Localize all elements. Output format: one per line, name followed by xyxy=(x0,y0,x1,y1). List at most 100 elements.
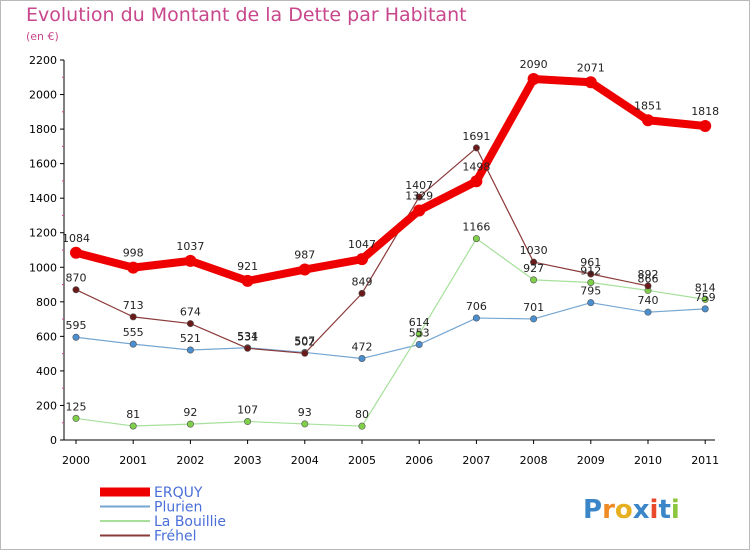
data-point-fr-hel xyxy=(72,286,80,294)
data-point-plurien xyxy=(72,333,80,341)
data-point-la-bouillie xyxy=(186,420,194,428)
data-point-plurien xyxy=(587,299,595,307)
data-label-la-bouillie: 92 xyxy=(183,406,197,419)
data-point-plurien xyxy=(358,354,366,362)
chart-title: Evolution du Montant de la Dette par Hab… xyxy=(26,4,467,26)
data-label-erquy: 1084 xyxy=(62,232,90,245)
legend-label-fr-hel: Fréhel xyxy=(154,529,196,545)
x-tick-label: 2011 xyxy=(691,454,719,467)
data-label-fr-hel: 1407 xyxy=(405,179,433,192)
data-point-la-bouillie xyxy=(72,414,80,422)
data-point-plurien xyxy=(644,308,652,316)
data-point-fr-hel xyxy=(129,313,137,321)
data-label-plurien: 534 xyxy=(237,330,258,343)
data-label-plurien: 507 xyxy=(294,334,315,347)
y-tick-label: 2200 xyxy=(29,54,57,67)
y-tick-label: 1800 xyxy=(29,123,57,136)
data-label-plurien: 759 xyxy=(695,291,716,304)
logo-letter: r xyxy=(602,495,615,525)
data-label-plurien: 553 xyxy=(409,326,430,339)
data-point-erquy xyxy=(356,253,368,266)
data-label-fr-hel: 531 xyxy=(237,330,258,343)
logo-letter: i xyxy=(671,495,680,525)
data-label-fr-hel: 892 xyxy=(638,268,659,281)
x-tick-label: 2000 xyxy=(62,454,90,467)
data-point-plurien xyxy=(415,340,423,348)
legend-label-plurien: Plurien xyxy=(154,500,202,516)
logo-letter: P xyxy=(583,495,602,525)
data-label-la-bouillie: 107 xyxy=(237,404,258,417)
series-line-erquy xyxy=(72,75,710,285)
data-label-plurien: 521 xyxy=(180,332,201,345)
data-point-la-bouillie xyxy=(587,278,595,286)
data-label-plurien: 555 xyxy=(123,326,144,339)
x-tick-label: 2003 xyxy=(234,454,262,467)
logo-text: Proxiti xyxy=(583,495,680,525)
data-label-erquy: 1329 xyxy=(405,189,433,202)
data-label-plurien: 472 xyxy=(352,340,373,353)
data-label-fr-hel: 1030 xyxy=(520,244,548,257)
data-point-plurien xyxy=(129,340,137,348)
data-label-la-bouillie: 1166 xyxy=(462,221,490,234)
data-label-erquy: 998 xyxy=(123,247,144,260)
data-label-erquy: 1047 xyxy=(348,238,376,251)
data-point-plurien xyxy=(701,305,709,313)
data-point-plurien xyxy=(530,315,538,323)
data-point-erquy xyxy=(584,76,597,89)
x-tick-label: 2005 xyxy=(348,454,376,467)
chart-subtitle: (en €) xyxy=(26,30,59,43)
data-label-plurien: 740 xyxy=(638,294,659,307)
x-tick-label: 2009 xyxy=(577,454,605,467)
y-tick-label: 1400 xyxy=(29,192,57,205)
data-point-erquy xyxy=(413,204,426,217)
data-label-fr-hel: 1691 xyxy=(462,130,490,143)
y-tick-label: 1000 xyxy=(29,261,57,274)
x-tick-label: 2006 xyxy=(405,454,433,467)
logo-letter: i xyxy=(650,495,659,525)
data-label-erquy: 921 xyxy=(237,260,258,273)
data-point-erquy xyxy=(699,119,712,132)
data-label-erquy: 1498 xyxy=(462,160,490,173)
data-point-la-bouillie xyxy=(301,420,309,428)
x-tick-label: 2004 xyxy=(291,454,319,467)
data-label-erquy: 1851 xyxy=(634,99,662,112)
y-tick-label: 1200 xyxy=(29,227,57,240)
series-line-la-bouillie xyxy=(75,238,706,427)
data-point-fr-hel xyxy=(644,282,652,290)
data-point-erquy xyxy=(642,114,654,127)
data-label-la-bouillie: 927 xyxy=(523,262,544,275)
legend-label-erquy: ERQUY xyxy=(154,485,203,501)
y-tick-label: 600 xyxy=(36,330,57,343)
data-point-fr-hel xyxy=(415,193,423,201)
data-point-la-bouillie xyxy=(129,422,137,430)
data-point-la-bouillie xyxy=(701,295,709,303)
x-tick-label: 2001 xyxy=(119,454,147,467)
data-label-erquy: 2071 xyxy=(577,61,605,74)
data-point-fr-hel xyxy=(186,320,194,328)
data-label-fr-hel: 674 xyxy=(180,306,201,319)
data-point-fr-hel xyxy=(472,144,480,152)
data-point-erquy xyxy=(127,261,140,274)
data-label-erquy: 1818 xyxy=(691,105,719,118)
data-point-la-bouillie xyxy=(244,418,252,426)
x-tick-label: 2007 xyxy=(462,454,490,467)
data-label-la-bouillie: 93 xyxy=(298,406,312,419)
data-labels-layer: 595 555 521 534 507 472 553 706 701 795 740 759 125 8… xyxy=(62,58,719,421)
axes: 0 200 400 600 800 1000 1200 1400 1600 1800 2000 220… xyxy=(29,54,719,467)
data-label-fr-hel: 502 xyxy=(294,335,315,348)
data-label-fr-hel: 849 xyxy=(352,275,373,288)
data-label-erquy: 987 xyxy=(294,249,315,262)
data-point-fr-hel xyxy=(301,349,309,357)
data-point-la-bouillie xyxy=(358,422,366,430)
data-label-plurien: 706 xyxy=(466,300,487,313)
y-tick-label: 2000 xyxy=(29,89,57,102)
logo-letter: x xyxy=(633,495,650,525)
data-point-la-bouillie xyxy=(415,330,423,338)
data-label-fr-hel: 713 xyxy=(123,299,144,312)
data-label-erquy: 1037 xyxy=(176,240,204,253)
logo: Proxiti xyxy=(583,495,680,525)
data-point-fr-hel xyxy=(244,344,252,352)
